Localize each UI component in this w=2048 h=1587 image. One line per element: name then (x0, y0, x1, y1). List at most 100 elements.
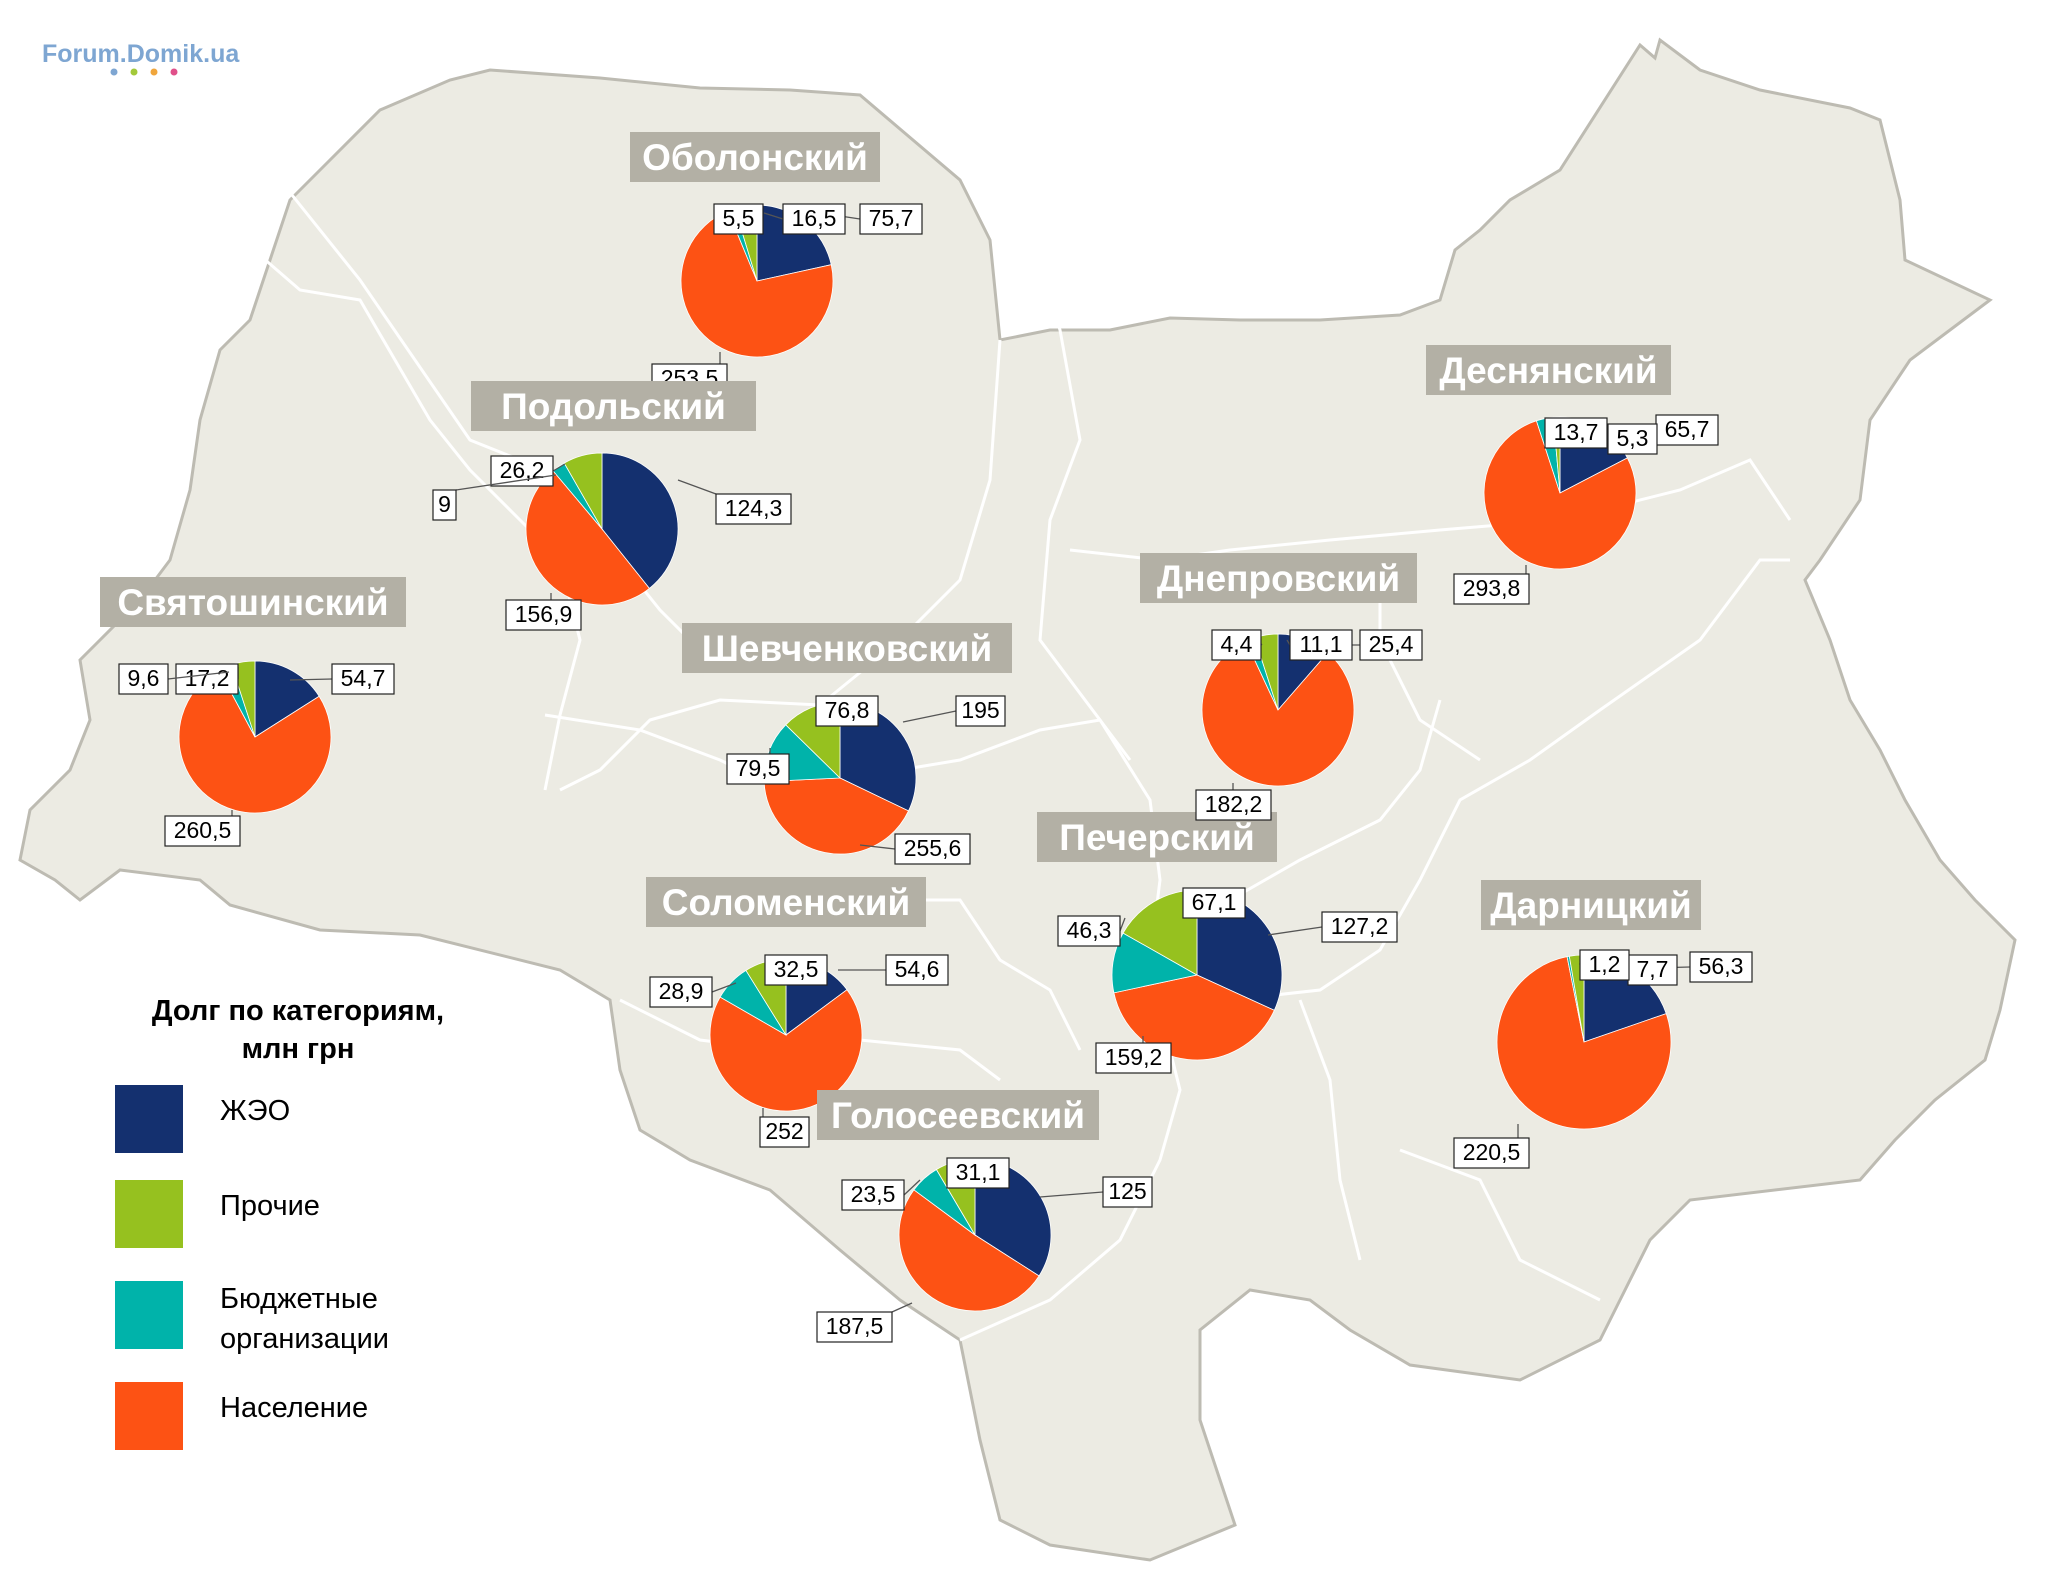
pie-slice (709, 989, 863, 1112)
district-title: Деснянский (1439, 350, 1657, 391)
data-label-box (764, 954, 828, 986)
data-label: 32,5 (774, 956, 819, 982)
data-label: 54,7 (341, 665, 386, 691)
data-label-box (1057, 915, 1121, 947)
data-label: 7,7 (1637, 956, 1669, 982)
data-label-box (1544, 417, 1608, 449)
district-title-box (100, 577, 406, 627)
pie-slice (601, 452, 679, 589)
district-title-box (471, 381, 756, 431)
district-title: Оболонский (642, 137, 868, 178)
district-title-box (1426, 345, 1671, 395)
data-label-box (1655, 414, 1719, 446)
data-label-box (649, 976, 713, 1008)
leader-line (167, 671, 230, 680)
leader-line (902, 710, 957, 723)
data-label: 76,8 (825, 697, 870, 723)
data-label-box (713, 203, 764, 235)
data-label-box (1102, 1176, 1153, 1208)
legend-label: Население (220, 1392, 368, 1424)
data-label-box (1689, 951, 1753, 983)
leader-line (1119, 917, 1126, 932)
legend-label: ЖЭО (220, 1095, 290, 1127)
legend-title-unit: млн грн (242, 1033, 355, 1065)
leader-line (289, 678, 333, 681)
watermark-text: Forum.Domik.ua (42, 40, 240, 68)
data-label-box (815, 695, 879, 727)
data-label-box (955, 695, 1006, 727)
data-label-box (1211, 629, 1262, 661)
data-label-box (1579, 949, 1630, 981)
leader-line (859, 844, 896, 850)
district-group: Соломенский 54,6 32,5 28,9 252 (646, 877, 949, 1148)
data-label: 125 (1108, 1178, 1146, 1204)
data-label-box (331, 663, 395, 695)
district-group: Деснянский 65,7 5,3 13,7 293,8 (1426, 345, 1719, 605)
data-label: 9,6 (128, 665, 160, 691)
data-label-box (1182, 887, 1246, 919)
pie-slice (1496, 956, 1672, 1130)
data-label-box (816, 1311, 893, 1343)
pie-slice (898, 1189, 1040, 1312)
district-title-box (817, 1090, 1099, 1140)
data-label: 65,7 (1665, 416, 1710, 442)
district-title-box (646, 877, 926, 927)
leader-line (891, 1302, 913, 1313)
leader-line (455, 474, 557, 491)
district-charts: Оболонский75,716,55,5253,5Подольский124,… (100, 132, 1753, 1343)
legend-label: Бюджетные (220, 1283, 378, 1315)
data-label: 293,8 (1463, 575, 1521, 601)
data-label: 54,6 (895, 956, 940, 982)
district-title: Соломенский (662, 882, 910, 923)
data-label: 260,5 (174, 817, 232, 843)
legend-label: Прочие (220, 1190, 320, 1222)
data-label-box (1321, 911, 1398, 943)
district-group: Голосеевский 125 31,1 23,5 187,5 (816, 1090, 1153, 1343)
legend-swatch (115, 1085, 183, 1153)
district-title: Подольский (501, 386, 726, 427)
data-label: 220,5 (1463, 1139, 1521, 1165)
data-label: 75,7 (869, 205, 914, 231)
watermark-dot (130, 68, 138, 76)
border-line (1298, 999, 1362, 1261)
data-label-box (715, 493, 792, 525)
data-label-box (1453, 1137, 1530, 1169)
data-label-box (1607, 423, 1658, 455)
data-label: 13,7 (1554, 419, 1599, 445)
district-title: Днепровский (1157, 558, 1400, 599)
pie-slice (1111, 932, 1199, 994)
border-line (1399, 1148, 1601, 1302)
data-label-box (1453, 573, 1530, 605)
district-group: Святошинский 54,7 17,2 9,6 260,5 (100, 577, 406, 847)
legend: Долг по категориям, млн грн ЖЭО Прочие Бюдже… (115, 995, 444, 1450)
district-group: Днепровский 25,4 11,1 4,4 182,2 (1140, 553, 1423, 821)
data-label-box (1289, 629, 1353, 661)
legend-swatch (115, 1382, 183, 1450)
district-group: Дарницкий 56,3 7,7 1,2 220,5 (1453, 880, 1753, 1169)
district-title-box (1140, 553, 1417, 603)
data-label: 56,3 (1699, 953, 1744, 979)
data-label: 182,2 (1205, 791, 1263, 817)
data-label-box (505, 599, 582, 631)
border-line (1229, 699, 1442, 902)
data-label: 46,3 (1067, 917, 1112, 943)
data-label: 5,5 (723, 205, 755, 231)
leader-line (677, 479, 717, 495)
data-label-box (1359, 629, 1423, 661)
data-label: 23,5 (851, 1181, 896, 1207)
data-label: 79,5 (736, 755, 781, 781)
legend-title: Долг по категориям, (152, 995, 444, 1027)
leader-line (763, 212, 784, 220)
watermark: Forum.Domik.ua (42, 40, 240, 76)
leader-line (552, 463, 566, 472)
data-label: 31,1 (956, 1159, 1001, 1185)
pie-slice (1483, 420, 1637, 570)
data-label-box (782, 203, 846, 235)
data-label: 159,2 (1105, 1044, 1163, 1070)
district-title-box (682, 623, 1012, 673)
pie-slice (563, 452, 603, 531)
data-label: 26,2 (500, 457, 545, 483)
data-label: 5,3 (1617, 425, 1649, 451)
data-label-box (175, 663, 239, 695)
